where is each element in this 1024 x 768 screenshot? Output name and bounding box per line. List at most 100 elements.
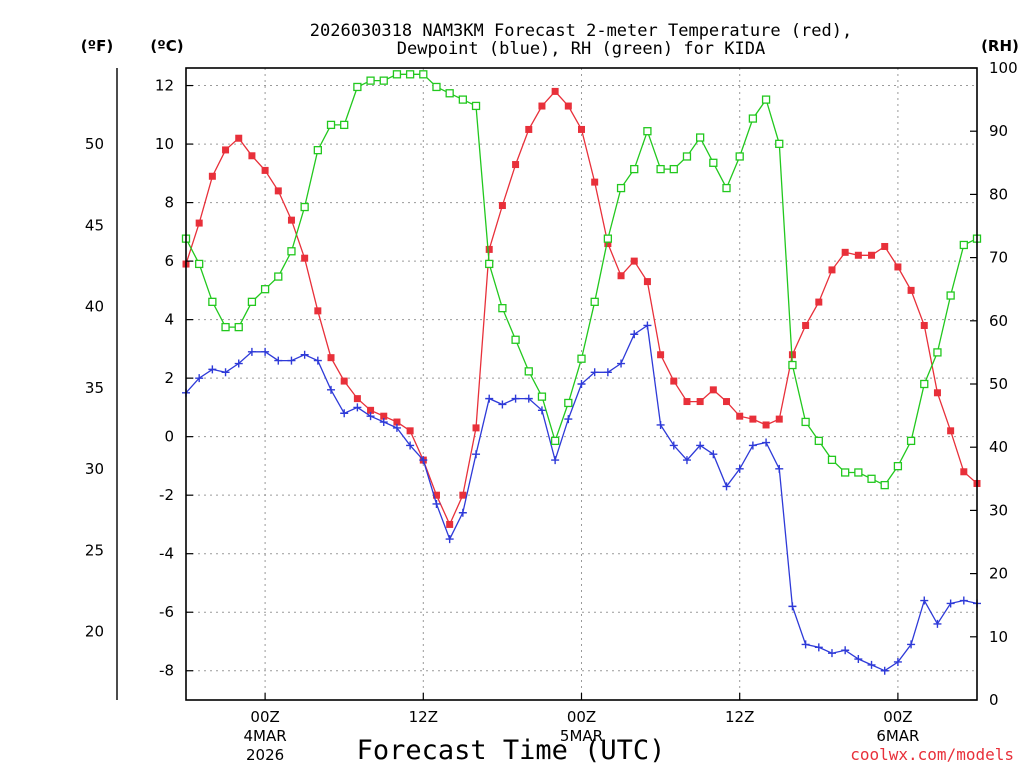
dewpoint-point <box>801 640 810 649</box>
dewpoint-point <box>524 394 533 403</box>
dewpoint-point <box>208 365 217 374</box>
relative_humidity-point <box>880 480 889 490</box>
relative_humidity-point <box>405 70 415 79</box>
fahrenheit-tick-label: 35 <box>85 379 104 397</box>
dewpoint-line <box>185 324 978 672</box>
dewpoint-point <box>472 450 481 459</box>
dewpoint-point <box>630 330 639 339</box>
dewpoint-point <box>379 418 388 427</box>
relative_humidity-point <box>709 158 718 167</box>
temperature-point <box>353 395 361 403</box>
temperature-point <box>841 248 849 256</box>
rh-tick-label: 50 <box>989 375 1008 393</box>
temperature-point <box>815 298 823 306</box>
relative_humidity-point <box>933 348 942 357</box>
dewpoint-point <box>511 394 520 403</box>
temperature-point <box>591 178 599 186</box>
temperature-point <box>498 202 506 210</box>
dewpoint-point <box>669 441 678 450</box>
dewpoint-point <box>458 508 467 517</box>
celsius-tick-label: -8 <box>159 662 174 680</box>
dewpoint-point <box>696 441 705 450</box>
relative_humidity-point <box>590 297 599 306</box>
temperature-point <box>235 134 243 142</box>
temperature-point <box>920 321 928 329</box>
dewpoint-point <box>313 356 322 365</box>
temperature-point <box>472 424 480 432</box>
dewpoint-point <box>814 643 823 652</box>
relative_humidity-point <box>379 76 388 85</box>
rh-tick-label: 30 <box>989 501 1008 519</box>
relative_humidity-point <box>616 183 626 193</box>
relative_humidity-point <box>445 89 454 98</box>
temperature-point <box>749 415 757 423</box>
relative_humidity-point <box>630 164 639 174</box>
dewpoint-point <box>617 359 626 368</box>
relative_humidity-point <box>432 82 441 92</box>
relative_humidity-point <box>893 462 903 471</box>
temperature-point <box>564 102 572 110</box>
temperature-point <box>868 251 876 259</box>
rh-tick-label: 60 <box>989 312 1008 330</box>
dewpoint-point <box>590 368 599 377</box>
fahrenheit-tick-label: 20 <box>85 623 104 641</box>
temperature-point <box>775 415 783 423</box>
temperature-point <box>657 351 665 359</box>
dewpoint-point <box>709 450 718 459</box>
relative_humidity-point <box>801 417 810 427</box>
dewpoint-point <box>353 403 362 412</box>
relative_humidity-point <box>946 291 955 300</box>
temperature-point <box>459 491 467 499</box>
dewpoint-point <box>564 415 573 424</box>
dewpoint-point <box>247 347 256 356</box>
dewpoint-point <box>959 596 968 605</box>
celsius-tick-label: 8 <box>164 194 174 212</box>
relative_humidity-point <box>366 76 375 85</box>
celsius-tick-label: -2 <box>159 486 174 504</box>
dewpoint-point <box>195 374 204 383</box>
fahrenheit-unit-label: (ºF) <box>81 37 113 55</box>
dewpoint-point <box>867 660 876 669</box>
dewpoint-point <box>287 356 296 365</box>
temperature-point <box>947 427 955 435</box>
relative_humidity-point <box>195 259 204 269</box>
temperature-point <box>683 398 691 406</box>
relative_humidity-point <box>458 95 468 104</box>
relative_humidity-point <box>326 120 336 130</box>
series-layer <box>181 70 982 675</box>
relative_humidity-point <box>841 468 850 477</box>
temperature-point <box>736 412 744 420</box>
relative_humidity-point <box>643 127 652 136</box>
temperature-point <box>854 251 862 259</box>
temperature-point <box>933 389 941 397</box>
dewpoint-point <box>841 646 850 655</box>
relative_humidity-point <box>656 164 665 174</box>
relative_humidity-point <box>669 164 678 174</box>
dewpoint-point <box>735 464 744 473</box>
fahrenheit-tick-label: 40 <box>85 298 104 316</box>
temperature-point <box>960 468 968 476</box>
temperature-point <box>274 187 282 195</box>
temperature-point <box>604 240 612 248</box>
relative_humidity-point <box>920 379 929 389</box>
rh-tick-label: 10 <box>989 628 1008 646</box>
fahrenheit-tick-label: 45 <box>85 216 104 234</box>
relative_humidity-point <box>682 152 692 161</box>
relative_humidity-point <box>788 360 797 370</box>
relative_humidity-series <box>181 70 982 490</box>
dewpoint-point <box>340 409 349 418</box>
rh-tick-label: 100 <box>989 59 1018 77</box>
celsius-unit-label: (ºC) <box>150 37 183 55</box>
dewpoint-point <box>656 420 665 429</box>
x-tick-label: 00Z <box>250 708 279 726</box>
dewpoint-point <box>300 350 309 359</box>
temperature-point <box>222 146 230 154</box>
dewpoint-point <box>643 321 652 330</box>
dewpoint-point <box>946 599 955 608</box>
temperature-point <box>525 125 533 133</box>
relative_humidity-point <box>353 82 362 92</box>
relative_humidity-point <box>906 436 916 446</box>
dewpoint-point <box>577 380 586 388</box>
